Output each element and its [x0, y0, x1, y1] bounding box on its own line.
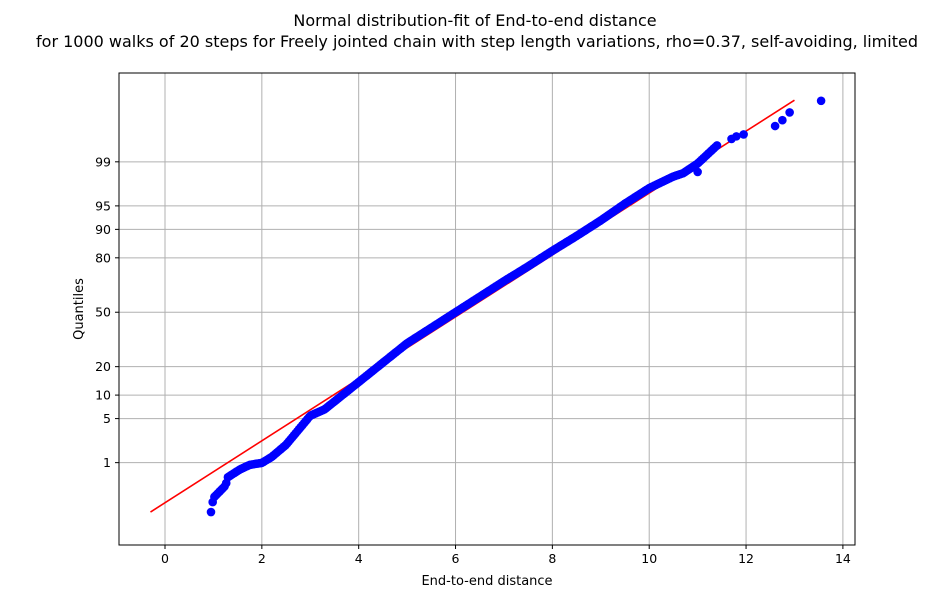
y-tick-label: 10 — [95, 388, 111, 403]
data-point — [206, 507, 216, 517]
data-point — [693, 167, 702, 177]
y-tick-label: 5 — [103, 411, 111, 426]
x-tick-label: 10 — [641, 551, 657, 566]
x-tick-label: 12 — [738, 551, 754, 566]
x-tick-label: 4 — [355, 551, 363, 566]
y-tick-label: 90 — [95, 222, 111, 237]
x-tick-label: 8 — [548, 551, 556, 566]
y-tick-label: 99 — [95, 154, 111, 169]
data-point — [770, 121, 780, 131]
data-point — [732, 132, 741, 141]
data-point — [816, 96, 826, 106]
y-axis-ticks: 1 5 10 20 50 80 90 95 99 — [95, 154, 119, 470]
x-tick-label: 2 — [258, 551, 266, 566]
x-tick-label: 6 — [452, 551, 460, 566]
data-point — [739, 130, 748, 139]
x-axis-ticks: 0 2 4 6 8 10 12 14 — [161, 545, 851, 566]
data-points — [206, 96, 826, 517]
y-tick-label: 20 — [95, 359, 111, 374]
x-tick-label: 0 — [161, 551, 169, 566]
y-tick-label: 50 — [95, 305, 111, 320]
chart-subtitle: for 1000 walks of 20 steps for Freely jo… — [36, 32, 918, 51]
y-tick-label: 1 — [103, 455, 111, 470]
x-axis-label: End-to-end distance — [421, 574, 552, 589]
y-tick-label: 80 — [95, 250, 111, 265]
y-tick-label: 95 — [95, 198, 111, 213]
plot-frame — [118, 72, 856, 546]
grid-lines — [119, 73, 855, 545]
chart-title: Normal distribution-fit of End-to-end di… — [293, 11, 656, 30]
y-axis-label: Quantiles — [72, 278, 87, 340]
x-tick-label: 14 — [835, 551, 851, 566]
data-point — [785, 108, 794, 117]
data-point — [712, 141, 722, 150]
data-point — [778, 115, 787, 125]
